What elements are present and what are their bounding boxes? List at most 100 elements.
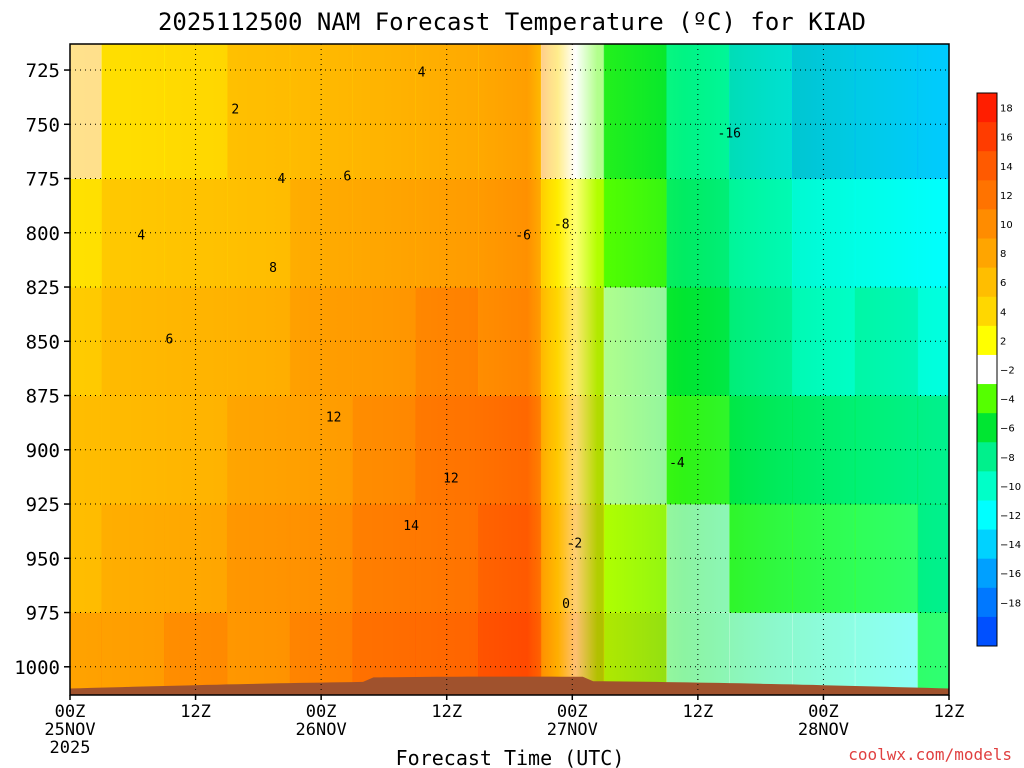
plot-frame: [69, 43, 950, 696]
temperature-cell: [415, 504, 479, 614]
temperature-cell: [478, 44, 542, 180]
temperature-cell: [478, 395, 542, 505]
temperature-cell: [101, 612, 165, 695]
chart-title: 2025112500 NAM Forecast Temperature (ºC)…: [158, 8, 866, 36]
temperature-cell: [854, 287, 919, 397]
colorbar-swatch: [977, 267, 997, 298]
colorbar-swatch: [977, 558, 997, 589]
colorbar-label: −14: [1000, 540, 1021, 551]
colorbar-label: 6: [1000, 278, 1006, 289]
x-axis-label: Forecast Time (UTC): [396, 746, 625, 768]
temperature-cell: [101, 287, 165, 397]
colorbar-swatch: [977, 442, 997, 472]
temperature-cell: [226, 178, 291, 288]
colorbar-label: 12: [1000, 191, 1013, 202]
x-tick-label: 12Z: [682, 702, 713, 722]
temperature-cell: [917, 44, 949, 180]
temperature-cell: [226, 504, 291, 614]
temperature-cell: [666, 287, 730, 397]
temperature-cell: [540, 287, 605, 397]
temperature-cell: [478, 287, 542, 397]
contour-label: 4: [137, 228, 145, 243]
temperature-cell: [792, 612, 856, 695]
y-tick-label: 750: [26, 114, 60, 136]
colorbar-label: −8: [1000, 453, 1015, 464]
colorbar-swatch: [977, 413, 997, 443]
temperature-cell: [164, 612, 228, 695]
colorbar-swatch: [977, 151, 997, 181]
colorbar-label: 2: [1000, 336, 1006, 347]
credit-text: coolwx.com/models: [848, 745, 1012, 764]
temperature-cell: [164, 44, 228, 180]
colorbar-label: 10: [1000, 220, 1013, 231]
temperature-cell: [854, 44, 919, 180]
temperature-cell: [101, 44, 165, 180]
x-tick-label: 12Z: [934, 702, 965, 722]
colorbar-label: −2: [1000, 366, 1015, 377]
colorbar-label: −6: [1000, 424, 1015, 435]
temperature-cell: [917, 287, 949, 397]
contour-label: -6: [515, 228, 531, 243]
temperature-cell: [792, 395, 856, 505]
temperature-cell: [603, 44, 667, 180]
colorbar-label: 16: [1000, 133, 1013, 144]
temperature-cell: [352, 44, 416, 180]
contour-label: 6: [165, 332, 173, 347]
colorbar-label: −4: [1000, 395, 1015, 406]
temperature-cell: [101, 178, 165, 288]
colorbar-swatch: [977, 471, 997, 501]
contour-label: 4: [277, 172, 285, 187]
temperature-cell: [917, 178, 949, 288]
colorbar: 18 16 14 12 10 8 6 4 2 −2 −4 −6 −8 −10 −12 −14 −16 −18: [976, 92, 1021, 647]
colorbar-label: −18: [1000, 598, 1021, 609]
y-tick-label: 875: [26, 386, 60, 408]
colorbar-label: 8: [1000, 249, 1006, 260]
temperature-cell: [917, 612, 949, 695]
x-tick-label: 00Z: [55, 702, 86, 722]
colorbar-swatch: [977, 296, 997, 327]
contour-labels: 2 4 6 4 8 6 12 12 14 4 -6 -8 -16 -4 -2 0: [137, 66, 741, 613]
temperature-cell: [917, 395, 949, 505]
x-tick-label: 00Z: [808, 702, 839, 722]
y-tick-label: 950: [26, 548, 60, 570]
colorbar-label: −12: [1000, 511, 1021, 522]
y-axis: 725 750 775 800 825 850 875 900 925 950 975 1000: [14, 60, 70, 679]
x-tick-label: 00Z: [306, 702, 337, 722]
temperature-cell: [226, 612, 291, 695]
y-tick-label: 725: [26, 60, 60, 82]
colorbar-swatch: [977, 122, 997, 152]
temperature-cell: [352, 395, 416, 505]
y-tick-label: 825: [26, 277, 60, 299]
contour-label: 0: [562, 597, 570, 612]
temperature-cell: [540, 44, 605, 180]
x-tick-label: 27NOV: [547, 720, 598, 740]
temperature-cell: [792, 287, 856, 397]
temperature-cell: [415, 395, 479, 505]
y-tick-label: 1000: [14, 657, 60, 679]
temperature-cell: [226, 44, 291, 180]
temperature-cell: [666, 44, 730, 180]
x-tick-label: 25NOV: [44, 720, 95, 740]
temperature-cell: [792, 44, 856, 180]
temperature-cell: [729, 44, 793, 180]
colorbar-label: −10: [1000, 482, 1021, 493]
y-tick-label: 925: [26, 494, 60, 516]
temperature-cell: [603, 612, 667, 695]
colorbar-swatch: [977, 354, 997, 385]
colorbar-swatch: [977, 529, 997, 560]
temperature-cell: [854, 504, 919, 614]
colorbar-swatch: [977, 180, 997, 210]
contour-label: 6: [343, 170, 351, 185]
terrain-area: [70, 676, 949, 695]
contour-label: -8: [554, 217, 570, 232]
contour-label: -4: [669, 456, 685, 471]
temperature-cell: [854, 178, 919, 288]
y-tick-label: 975: [26, 603, 60, 625]
colorbar-swatch: [977, 616, 997, 647]
contour-label: 14: [403, 519, 419, 534]
temperature-cell: [415, 44, 479, 180]
temperature-cell: [70, 612, 102, 695]
colorbar-label: 14: [1000, 162, 1013, 173]
temperature-cell: [289, 395, 354, 505]
